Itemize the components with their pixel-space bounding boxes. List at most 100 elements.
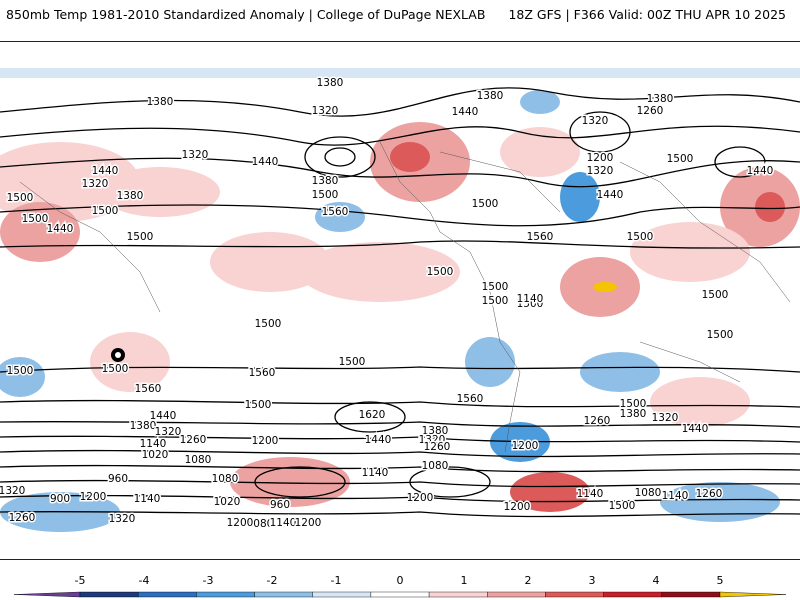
contour-label: 1500 xyxy=(472,198,499,210)
contour-label: 1440 xyxy=(747,165,774,177)
contour-label: 1320 xyxy=(182,149,209,161)
contour-label: 1380 xyxy=(620,408,647,420)
colorbar-tick-label: 4 xyxy=(653,574,660,587)
colorbar-swatch xyxy=(79,591,139,598)
colorbar-tick-label: -2 xyxy=(267,574,278,587)
boundaries xyxy=(19,141,791,453)
contour-label: 1560 xyxy=(135,383,162,395)
contour-label: 1320 xyxy=(312,105,339,117)
contour-label: 1200 xyxy=(80,491,107,503)
contour-label: 1500 xyxy=(255,318,282,330)
contour-label: 1440 xyxy=(252,156,279,168)
contour-label: 1500 xyxy=(627,231,654,243)
contour-label: 1500 xyxy=(22,213,49,225)
contour-label: 1440 xyxy=(92,165,119,177)
colorbar-swatch xyxy=(196,591,255,598)
contour-label: 1380 xyxy=(147,96,174,108)
contour-label: 1560 xyxy=(527,231,554,243)
contour-label: 1080 xyxy=(185,454,212,466)
contour-label: 1560 xyxy=(249,367,276,379)
contour-label: 1500 xyxy=(702,289,729,301)
contour-label: 1200 xyxy=(587,152,614,164)
contour-labels: 1380138013201320144013201380150015001440… xyxy=(0,76,775,532)
contour-label: 1020 xyxy=(214,496,241,508)
contour-label: 1260 xyxy=(637,105,664,117)
contour-label: 1260 xyxy=(696,488,723,500)
contour-label: 1200 xyxy=(295,517,322,529)
contour-label: 1500 xyxy=(127,231,154,243)
colorbar-swatch xyxy=(603,591,663,598)
contour-label: 1440 xyxy=(365,434,392,446)
global-map: 1380 1380 1320 1320 1440 1320 1380 1500 1500 1440… xyxy=(0,41,800,560)
colorbar-tick-label: -3 xyxy=(203,574,214,587)
contour-label: 1200 xyxy=(227,517,254,529)
contour-label: 1440 xyxy=(682,423,709,435)
colorbar: -5 -4 -3 -2 -1 0 1 2 3 4 5 xyxy=(0,568,800,600)
contour-label: 1200 xyxy=(504,501,531,513)
contour-label: 1320 xyxy=(0,485,25,497)
contour-label: 1500 xyxy=(620,398,647,410)
contour-label: 960 xyxy=(270,499,290,511)
contour-label: 1500 xyxy=(312,189,339,201)
colorbar-tick-label: 5 xyxy=(717,574,724,587)
contour-label: 1020 xyxy=(142,449,169,461)
contour-label: 1500 xyxy=(427,266,454,278)
contour-label: 1260 xyxy=(424,441,451,453)
contour-label: 1260 xyxy=(180,434,207,446)
storm-symbol-icon xyxy=(111,348,125,362)
contour-label: 1500 xyxy=(482,295,509,307)
contour-label: 1500 xyxy=(609,500,636,512)
contour-label: 1380 xyxy=(117,190,144,202)
colorbar-swatch xyxy=(370,591,430,598)
contour-label: 1500 xyxy=(102,363,129,375)
contour-label: 1140 xyxy=(362,467,389,479)
colorbar-tick-label: 3 xyxy=(589,574,596,587)
contour-label: 1140 xyxy=(517,293,544,305)
colorbar-swatch xyxy=(487,591,546,598)
colorbar-max-arrow xyxy=(719,591,787,598)
contour-label: 1380 xyxy=(312,175,339,187)
header: 850mb Temp 1981-2010 Standardized Anomal… xyxy=(0,0,800,34)
contour-label: 1380 xyxy=(130,420,157,432)
contour-label: 1200 xyxy=(512,440,539,452)
contour-label: 1320 xyxy=(82,178,109,190)
contour-label: 1500 xyxy=(667,153,694,165)
colorbar-tick-label: 1 xyxy=(461,574,468,587)
contour-label: 1140 xyxy=(134,493,161,505)
contour-label: 900 xyxy=(50,493,70,505)
contour-label: 1440 xyxy=(452,106,479,118)
colorbar-tick-label: 0 xyxy=(397,574,404,587)
contour-label: 1320 xyxy=(582,115,609,127)
colorbar-ticks: -5 -4 -3 -2 -1 0 1 2 3 4 5 xyxy=(75,574,724,587)
contour-label: 1380 xyxy=(422,425,449,437)
colorbar-swatch xyxy=(137,591,197,598)
contour-label: 1140 xyxy=(662,490,689,502)
map-title: 850mb Temp 1981-2010 Standardized Anomal… xyxy=(6,7,486,22)
contour-label: 1260 xyxy=(9,512,36,524)
contour-label: 1380 xyxy=(647,93,674,105)
colorbar-tick-label: -5 xyxy=(75,574,86,587)
contour-label: 1500 xyxy=(7,365,34,377)
contour-label: 1500 xyxy=(92,205,119,217)
contour-label: 1380 xyxy=(477,90,504,102)
contour-label: 1200 xyxy=(252,435,279,447)
contour-label: 1560 xyxy=(457,393,484,405)
contour-label: 1140 xyxy=(140,438,167,450)
colorbar-swatch xyxy=(545,591,604,598)
colorbar-swatch xyxy=(312,591,372,598)
contour-label: 1320 xyxy=(652,412,679,424)
contour-label: 1140 xyxy=(270,517,297,529)
contour-label: 1500 xyxy=(7,192,34,204)
contour-label: 1620 xyxy=(359,409,386,421)
height-contours xyxy=(0,87,800,518)
contour-label: 1500 xyxy=(517,298,544,310)
contour-label: 1500 xyxy=(339,356,366,368)
contour-label: 1320 xyxy=(587,165,614,177)
contour-label: 1320 xyxy=(155,426,182,438)
colorbar-min-arrow xyxy=(13,591,81,598)
contour-label: 1140 xyxy=(577,488,604,500)
contour-label: 1440 xyxy=(597,189,624,201)
colorbar-swatch xyxy=(254,591,313,598)
colorbar-swatch xyxy=(428,591,488,598)
contour-label: 1080 xyxy=(422,460,449,472)
